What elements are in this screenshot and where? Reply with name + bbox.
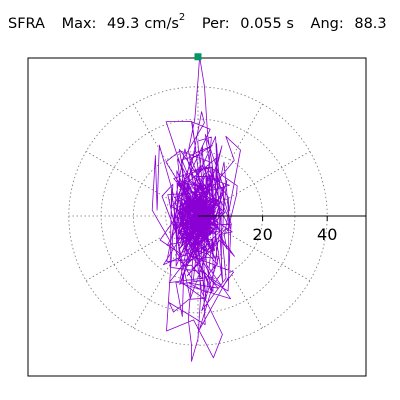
max-unit-exponent: 2 [178, 12, 186, 23]
grid-spoke [197, 151, 311, 217]
grid-spoke [197, 103, 263, 217]
acceleration-orbit [151, 56, 241, 362]
grid-spoke [85, 215, 199, 281]
axis-tick-label: 40 [317, 225, 337, 244]
angle-value: 88.3 [354, 15, 387, 32]
grid-spoke [133, 103, 199, 217]
plot-header: SFRA Max: 49.3 cm/s2 Per: 0.055 s Ang: 88… [8, 12, 387, 32]
max-value: 49.3 [107, 15, 140, 32]
grid-spoke [85, 151, 199, 217]
grid-spoke [197, 215, 263, 329]
station-code: SFRA [8, 15, 45, 32]
peak-marker [194, 53, 202, 61]
axis-tick-label: 20 [252, 225, 272, 244]
period-label: Per: [201, 15, 230, 32]
max-label: Max: [61, 15, 97, 32]
radial-axis: 20 40 [194, 53, 366, 244]
response-trace [151, 56, 241, 362]
angle-label: Ang: [310, 15, 344, 32]
grid-spoke [133, 215, 199, 329]
max-unit: cm/s [144, 15, 179, 32]
period-value: 0.055 s [240, 15, 294, 32]
grid-spoke [197, 215, 311, 281]
